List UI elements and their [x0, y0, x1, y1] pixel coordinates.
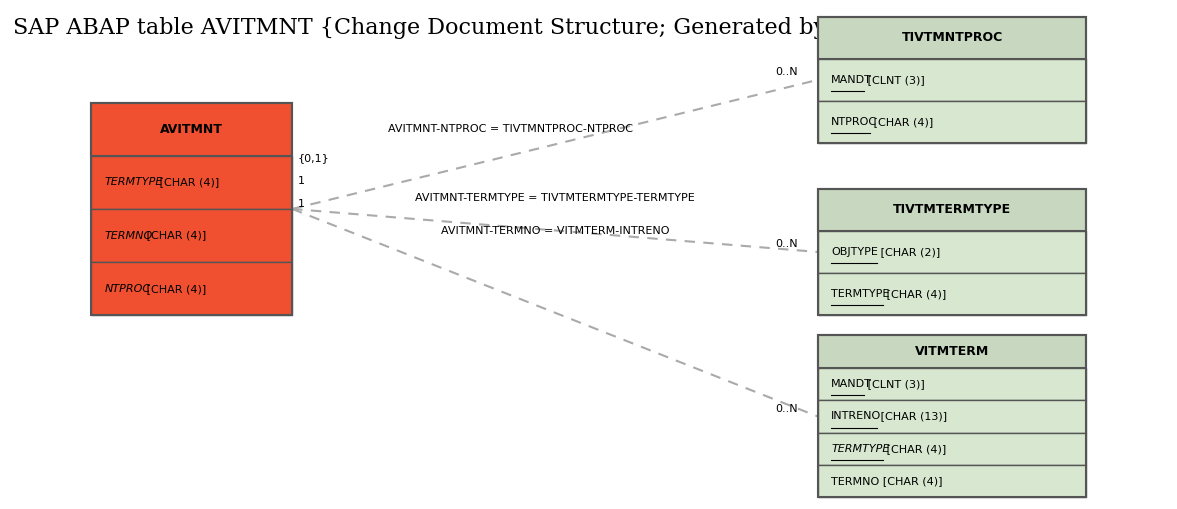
- Bar: [818, 189, 1086, 315]
- Text: AVITMNT: AVITMNT: [160, 123, 222, 136]
- Bar: [818, 335, 1086, 497]
- Text: [CHAR (13)]: [CHAR (13)]: [877, 411, 946, 421]
- Text: TERMTYPE: TERMTYPE: [105, 177, 162, 187]
- Text: AVITMNT-NTPROC = TIVTMNTPROC-NTPROC: AVITMNT-NTPROC = TIVTMNTPROC-NTPROC: [387, 124, 633, 134]
- Bar: [818, 433, 1086, 465]
- Text: TERMTYPE: TERMTYPE: [831, 289, 890, 299]
- Bar: [818, 400, 1086, 433]
- Text: TIVTMTERMTYPE: TIVTMTERMTYPE: [893, 203, 1011, 216]
- Text: AVITMNT-TERMNO = VITMTERM-INTRENO: AVITMNT-TERMNO = VITMTERM-INTRENO: [440, 225, 670, 236]
- Bar: [818, 189, 1086, 231]
- Text: SAP ABAP table AVITMNT {Change Document Structure; Generated by RSSCD000}: SAP ABAP table AVITMNT {Change Document …: [13, 17, 971, 39]
- Text: [CHAR (4)]: [CHAR (4)]: [870, 117, 933, 127]
- Text: [CHAR (4)]: [CHAR (4)]: [883, 444, 946, 454]
- Bar: [91, 103, 292, 315]
- Text: MANDT: MANDT: [831, 75, 872, 85]
- Text: [CHAR (4)]: [CHAR (4)]: [144, 231, 206, 241]
- Text: VITMTERM: VITMTERM: [915, 345, 989, 358]
- Text: [CLNT (3)]: [CLNT (3)]: [864, 75, 924, 85]
- Text: TERMTYPE: TERMTYPE: [831, 444, 890, 454]
- Text: 0..N: 0..N: [776, 239, 798, 249]
- Text: [CHAR (2)]: [CHAR (2)]: [877, 247, 940, 257]
- Text: NTPROC: NTPROC: [831, 117, 877, 127]
- Text: MANDT: MANDT: [831, 379, 872, 389]
- Text: [CHAR (4)]: [CHAR (4)]: [144, 284, 206, 294]
- Bar: [818, 101, 1086, 143]
- Text: 0..N: 0..N: [776, 404, 798, 414]
- Bar: [818, 335, 1086, 368]
- Text: TIVTMNTPROC: TIVTMNTPROC: [902, 31, 1003, 44]
- Text: 1: 1: [298, 199, 305, 209]
- Text: [CHAR (4)]: [CHAR (4)]: [157, 177, 219, 187]
- Text: {0,1}: {0,1}: [298, 153, 330, 163]
- Bar: [818, 17, 1086, 59]
- Bar: [91, 103, 292, 156]
- Text: TERMNO [CHAR (4)]: TERMNO [CHAR (4)]: [831, 476, 943, 486]
- Bar: [91, 156, 292, 209]
- Text: AVITMNT-TERMTYPE = TIVTMTERMTYPE-TERMTYPE: AVITMNT-TERMTYPE = TIVTMTERMTYPE-TERMTYP…: [415, 192, 694, 203]
- Bar: [818, 465, 1086, 497]
- Bar: [91, 209, 292, 262]
- Text: TERMNO: TERMNO: [105, 231, 153, 241]
- Bar: [91, 262, 292, 315]
- Text: [CLNT (3)]: [CLNT (3)]: [864, 379, 924, 389]
- Bar: [818, 231, 1086, 273]
- Text: INTRENO: INTRENO: [831, 411, 882, 421]
- Text: OBJTYPE: OBJTYPE: [831, 247, 878, 257]
- Bar: [818, 59, 1086, 101]
- Text: 1: 1: [298, 176, 305, 186]
- Text: [CHAR (4)]: [CHAR (4)]: [883, 289, 946, 299]
- Bar: [818, 17, 1086, 143]
- Bar: [818, 273, 1086, 315]
- Text: 0..N: 0..N: [776, 67, 798, 77]
- Text: NTPROC: NTPROC: [105, 284, 151, 294]
- Bar: [818, 368, 1086, 400]
